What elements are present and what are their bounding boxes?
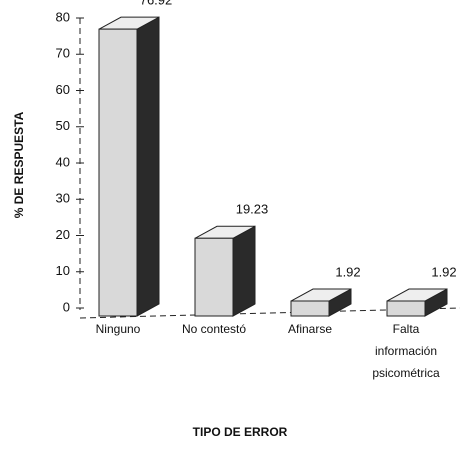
bar	[194, 225, 256, 317]
bar-side	[136, 16, 160, 317]
x-tick-label: No contestó	[181, 322, 247, 336]
floor-line	[79, 307, 461, 319]
bar	[290, 288, 352, 317]
bar-front	[386, 300, 426, 317]
y-tick-label: 50	[56, 118, 70, 133]
y-tick-label: 0	[63, 299, 70, 314]
y-tick-label: 30	[56, 191, 70, 206]
y-tick-label: 20	[56, 227, 70, 242]
bar	[98, 16, 160, 317]
y-tick-label: 10	[56, 263, 70, 278]
x-tick-label: Falta información psicométrica	[372, 322, 440, 380]
value-label: 1.92	[335, 264, 360, 279]
value-label: 19.23	[236, 202, 269, 217]
y-tick-label: 40	[56, 154, 70, 169]
bar-front	[98, 28, 138, 317]
bar-front	[194, 237, 234, 317]
value-label: 1.92	[431, 264, 456, 279]
y-tick-label: 70	[56, 46, 70, 61]
x-tick-label: Afinarse	[287, 322, 333, 336]
y-tick-label: 80	[56, 9, 70, 24]
value-label: 76.92	[140, 0, 173, 8]
bar-side	[232, 225, 256, 317]
x-tick-label: Ninguno	[95, 322, 141, 336]
bar	[386, 288, 448, 317]
bar-front	[290, 300, 330, 317]
y-tick-label: 60	[56, 82, 70, 97]
x-axis-label: TIPO DE ERROR	[193, 425, 288, 439]
y-axis-label: % DE RESPUESTA	[12, 111, 26, 218]
